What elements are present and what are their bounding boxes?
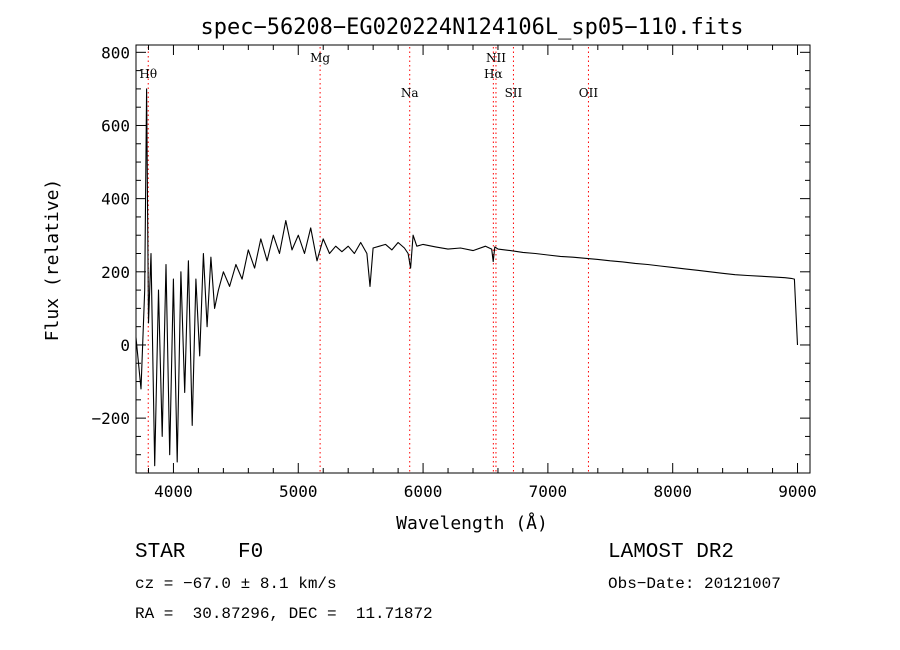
- x-axis-label: Wavelength (Å): [396, 512, 548, 534]
- axes-layer: 4000 5000 6000 7000 8000 9000 −200 0 200 400 600 80…: [91, 43, 816, 501]
- spectral-line-label: Hα: [484, 67, 503, 81]
- chart-title: spec−56208−EG020224N124106L_sp05−110.fit…: [200, 15, 743, 40]
- object-class: STAR: [135, 541, 186, 564]
- y-tick-label: −200: [91, 409, 130, 428]
- spectral-line-label: OII: [579, 86, 599, 100]
- y-tick-label: 600: [101, 116, 130, 135]
- x-tick-label: 9000: [778, 482, 817, 501]
- y-tick-label: 200: [101, 263, 130, 282]
- y-tick-label: 0: [120, 336, 130, 355]
- y-tick-label: 400: [101, 190, 130, 209]
- plot-frame: [135, 44, 811, 474]
- x-tick-label: 8000: [653, 482, 692, 501]
- x-tick-label: 6000: [404, 482, 443, 501]
- spectral-line-label: Na: [401, 86, 419, 100]
- spectral-line-label: Mg: [310, 51, 330, 65]
- redshift-value: cz = −67.0 ± 8.1 km/s: [135, 575, 337, 593]
- spectral-line-label: NII: [486, 51, 506, 65]
- observation-date: Obs−Date: 20121007: [608, 575, 781, 593]
- x-tick-label: 7000: [529, 482, 568, 501]
- object-subclass: F0: [238, 541, 264, 564]
- x-tick-label: 5000: [279, 482, 318, 501]
- x-tick-label: 4000: [154, 482, 193, 501]
- spectral-line-label: Hθ: [139, 67, 157, 81]
- spectral-line-label: SII: [505, 86, 523, 100]
- y-axis-label: Flux (relative): [42, 179, 63, 342]
- coordinates: RA = 30.87296, DEC = 11.71872: [135, 605, 433, 623]
- y-tick-label: 800: [101, 43, 130, 62]
- series-layer: [135, 88, 799, 467]
- flux-series-line: [135, 88, 799, 467]
- survey-name: LAMOST DR2: [608, 541, 735, 564]
